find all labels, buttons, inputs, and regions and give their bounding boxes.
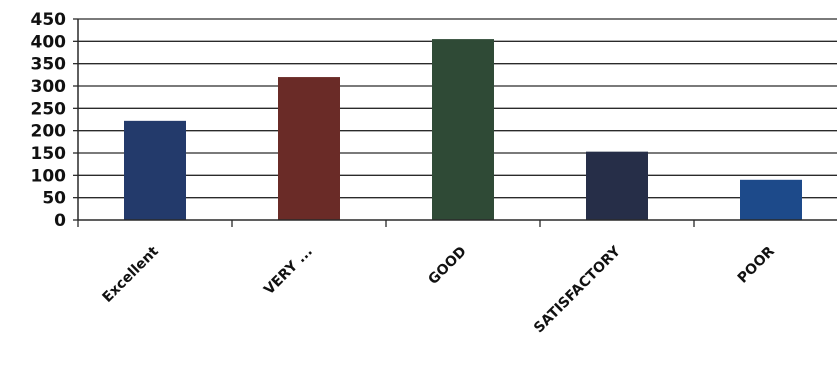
y-tick-label: 100: [31, 166, 67, 186]
y-tick-label: 250: [31, 99, 67, 119]
y-tick-label: 50: [42, 189, 66, 209]
x-tick-label: GOOD: [425, 244, 469, 288]
y-tick-label: 400: [31, 32, 67, 52]
x-tick-labels: Excellent VERY ... GOOD SATISFACTORY POOR: [100, 243, 778, 336]
x-tick-label: POOR: [735, 243, 778, 286]
bars: [124, 39, 802, 220]
bar-very: [278, 77, 340, 220]
bar-good: [432, 39, 494, 220]
y-tick-label: 300: [31, 77, 67, 97]
bar-poor: [740, 179, 802, 220]
bar-satisfactory: [586, 151, 648, 220]
x-tick-label: VERY ...: [261, 244, 316, 299]
axes: [73, 18, 837, 227]
y-tick-label: 200: [31, 122, 67, 142]
y-tick-label: 150: [31, 144, 67, 164]
x-tick-label: SATISFACTORY: [531, 243, 624, 336]
y-tick-label: 0: [54, 211, 66, 231]
bar-excellent: [124, 120, 186, 220]
y-tick-label: 450: [31, 10, 67, 30]
x-tick-label: Excellent: [100, 243, 163, 306]
y-tick-label: 350: [31, 55, 67, 75]
